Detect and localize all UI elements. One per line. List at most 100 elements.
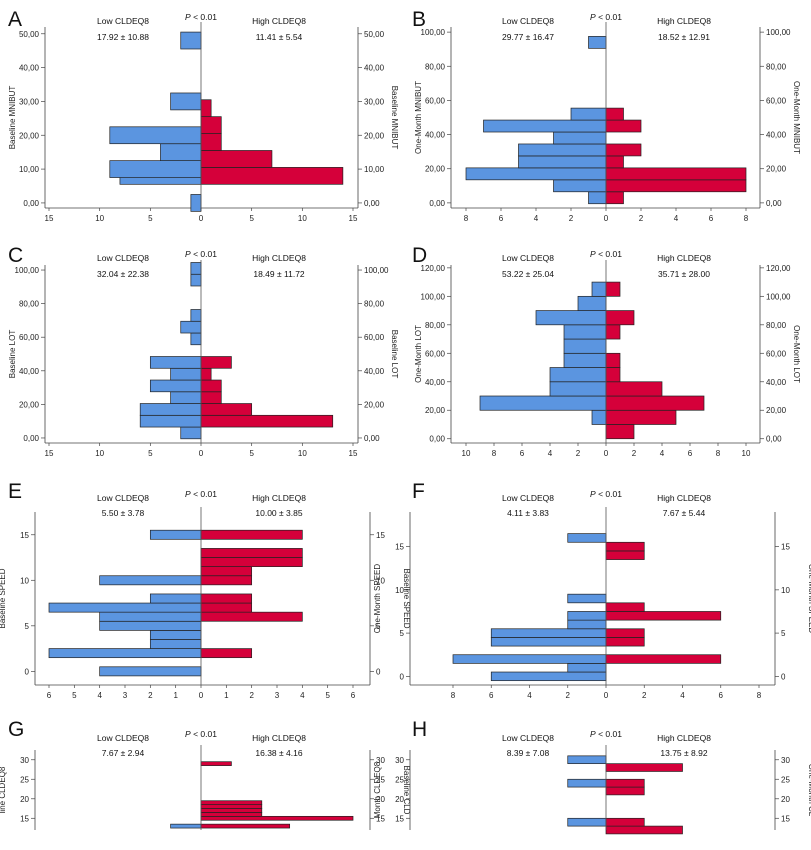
right-group-header: High CLDEQ8 — [657, 16, 711, 26]
low-bar — [149, 356, 202, 369]
x-tick-label: 10 — [298, 449, 307, 458]
panel-letter: A — [8, 8, 22, 31]
x-tick-label: 2 — [642, 691, 647, 700]
y-tick-label-right: 10 — [376, 576, 385, 585]
left-group-header: Low CLDEQ8 — [502, 733, 554, 743]
left-axis-title: line CLDEQ8 — [0, 766, 7, 813]
x-tick-label: 4 — [674, 214, 679, 223]
high-bar — [605, 179, 747, 193]
x-tick-label: 3 — [123, 691, 128, 700]
y-tick-label-right: 30 — [781, 756, 790, 765]
y-tick-label-right: 10,00 — [364, 165, 385, 174]
x-tick-label: 2 — [148, 691, 153, 700]
y-tick-label-right: 60,00 — [364, 333, 385, 342]
left-group-stat: 8.39 ± 7.08 — [507, 748, 550, 758]
p-value: P < 0.01 — [590, 249, 622, 259]
y-tick-label-right: 5 — [376, 622, 381, 631]
panel-f: F Low CLDEQ8 High CLDEQ8 P < 0.01 4.11 ± 3.8… — [373, 480, 811, 700]
y-tick-label-right: 15 — [376, 531, 385, 540]
low-bar — [149, 379, 202, 393]
high-bar — [605, 310, 635, 326]
right-axis-title: One-Month MNIBUT — [792, 81, 801, 154]
low-bar — [553, 179, 607, 193]
left-group-header: Low CLDEQ8 — [97, 253, 149, 263]
y-tick-label-right: 100,00 — [766, 28, 791, 37]
low-bar — [190, 273, 202, 287]
y-tick-label-right: 80,00 — [364, 300, 385, 309]
x-tick-label: 0 — [604, 691, 609, 700]
panel-letter: B — [412, 8, 426, 31]
p-value: P < 0.01 — [590, 12, 622, 22]
y-tick-label-left: 15 — [20, 531, 29, 540]
y-tick-label-left: 25 — [20, 775, 29, 784]
high-bar — [200, 823, 291, 829]
high-bar — [200, 133, 222, 151]
y-tick-label-left: 25 — [395, 775, 404, 784]
right-axis-title: Baseline LOT — [390, 330, 399, 379]
low-bar — [490, 628, 607, 638]
y-tick-label-right: 20,00 — [364, 400, 385, 409]
y-tick-label-left: 50,00 — [19, 30, 40, 39]
y-tick-label-left: 20,00 — [425, 406, 446, 415]
x-tick-label: 10 — [742, 449, 751, 458]
low-bar — [588, 36, 607, 49]
x-tick-label: 8 — [716, 449, 721, 458]
low-bar — [99, 666, 202, 677]
right-group-header: High CLDEQ8 — [657, 493, 711, 503]
y-tick-label-right: 0,00 — [364, 199, 380, 208]
low-bar — [549, 367, 607, 383]
y-tick-label-right: 60,00 — [766, 349, 787, 358]
low-bar — [570, 107, 607, 121]
high-bar — [200, 379, 222, 393]
y-tick-label-left: 80,00 — [425, 62, 446, 71]
y-tick-label-right: 80,00 — [766, 321, 787, 330]
low-bar — [139, 414, 202, 428]
x-tick-label: 5 — [148, 214, 153, 223]
high-bar — [605, 167, 747, 181]
y-tick-label-left: 15 — [395, 543, 404, 552]
low-bar — [180, 320, 202, 334]
y-tick-label-right: 10 — [781, 586, 790, 595]
y-tick-label-left: 5 — [400, 629, 405, 638]
y-tick-label-left: 10 — [395, 586, 404, 595]
p-value: P < 0.01 — [590, 729, 622, 739]
y-tick-label-right: 25 — [376, 775, 385, 784]
right-group-header: High CLDEQ8 — [252, 733, 306, 743]
high-bar — [200, 761, 232, 766]
right-axis-title: One-Month CL — [807, 764, 811, 817]
right-group-header: High CLDEQ8 — [252, 253, 306, 263]
right-axis-title: Baseline MNIBUT — [390, 86, 399, 150]
x-tick-label: 6 — [709, 214, 714, 223]
x-tick-label: 0 — [199, 214, 204, 223]
x-tick-label: 5 — [325, 691, 330, 700]
left-group-stat: 5.50 ± 3.78 — [102, 508, 145, 518]
high-bar — [200, 356, 232, 369]
x-tick-label: 5 — [249, 449, 254, 458]
right-group-header: High CLDEQ8 — [252, 16, 306, 26]
y-tick-label-left: 80,00 — [19, 300, 40, 309]
y-tick-label-left: 5 — [25, 622, 30, 631]
x-tick-label: 6 — [688, 449, 693, 458]
high-bar — [605, 763, 683, 772]
y-tick-label-right: 20,00 — [364, 131, 385, 140]
y-tick-label-left: 15 — [20, 814, 29, 823]
y-tick-label-left: 20,00 — [19, 131, 40, 140]
low-bar — [190, 332, 202, 346]
high-bar — [605, 409, 677, 425]
y-tick-label-left: 40,00 — [425, 378, 446, 387]
x-tick-label: 3 — [275, 691, 280, 700]
right-group-stat: 11.41 ± 5.54 — [256, 32, 303, 42]
low-bar — [553, 131, 607, 145]
x-tick-label: 2 — [576, 449, 581, 458]
low-bar — [149, 630, 202, 640]
y-tick-label-left: 40,00 — [19, 367, 40, 376]
left-axis-title: Baseline SPEED — [0, 568, 7, 628]
p-value: P < 0.01 — [185, 729, 217, 739]
x-tick-label: 10 — [298, 214, 307, 223]
right-axis-title: One-Month SPEED — [807, 564, 811, 634]
p-value: P < 0.01 — [590, 489, 622, 499]
x-tick-label: 4 — [534, 214, 539, 223]
y-tick-label-right: 20 — [376, 795, 385, 804]
y-tick-label-right: 30,00 — [364, 97, 385, 106]
y-tick-label-left: 20,00 — [19, 400, 40, 409]
